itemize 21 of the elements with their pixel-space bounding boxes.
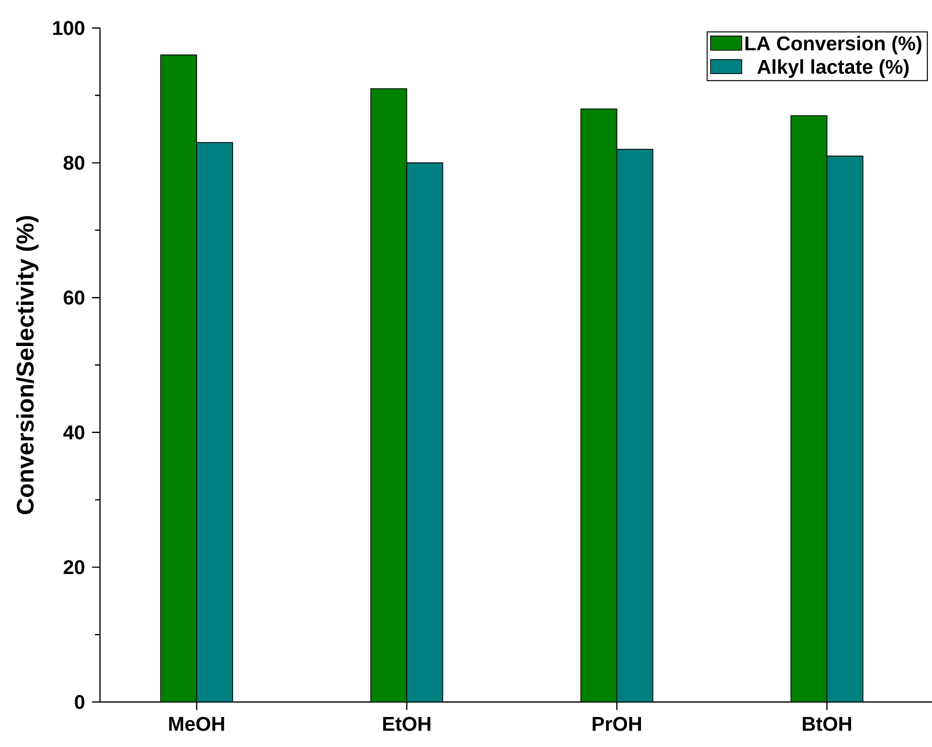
x-tick-label: PrOH: [592, 716, 641, 731]
bar: [616, 148, 654, 702]
y-axis-title: Conversion/Selectivity (%): [16, 216, 38, 514]
legend-label: Alkyl lactate (%): [757, 59, 909, 78]
bar: [580, 108, 618, 702]
x-tick-label: BtOH: [802, 716, 852, 731]
y-tick-label: 0: [74, 694, 84, 710]
y-tick-label: 80: [64, 156, 84, 170]
bar: [826, 156, 864, 702]
bar: [196, 142, 234, 702]
bar: [160, 54, 198, 702]
x-tick-label: MeOH: [169, 716, 224, 731]
legend-label: LA Conversion (%): [745, 36, 922, 54]
bar: [370, 88, 408, 702]
bar: [406, 162, 444, 702]
y-tick-label: 60: [64, 290, 84, 305]
y-tick-label: 100: [53, 20, 84, 36]
y-tick-label: 40: [63, 425, 84, 440]
x-tick-label: EtOH: [383, 716, 430, 731]
y-tick-label: 20: [64, 560, 84, 574]
bar: [790, 115, 828, 702]
